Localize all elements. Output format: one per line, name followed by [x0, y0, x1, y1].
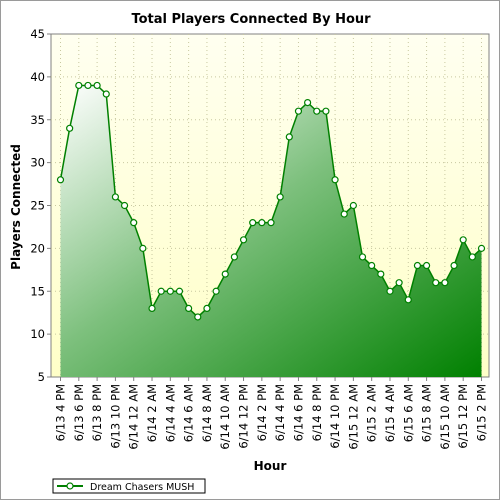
data-point	[230, 253, 238, 261]
x-tick-label: 6/13 4 PM	[54, 384, 68, 441]
x-tick-label: 6/15 6 AM	[401, 384, 415, 442]
x-axis-title: Hour	[254, 459, 287, 473]
x-tick-label: 6/14 10 AM	[218, 384, 232, 450]
data-point	[267, 219, 275, 227]
data-point	[84, 81, 92, 90]
data-point	[340, 210, 348, 218]
data-point	[386, 287, 394, 295]
y-tick-label: 30	[30, 156, 45, 170]
data-point	[358, 253, 367, 261]
data-point	[395, 279, 403, 287]
data-point	[194, 313, 202, 321]
data-point	[258, 219, 266, 227]
data-point	[404, 296, 412, 304]
data-point	[477, 244, 486, 252]
x-tick-label: 6/14 8 PM	[310, 384, 324, 441]
series-area	[60, 85, 482, 377]
x-tick-label: 6/14 6 PM	[291, 384, 305, 441]
x-tick-label: 6/15 8 AM	[420, 384, 434, 442]
y-tick-label: 20	[30, 241, 45, 255]
x-tick-label: 6/14 2 PM	[255, 384, 269, 441]
y-tick-label: 40	[30, 70, 45, 84]
x-tick-label: 6/15 12 AM	[346, 384, 360, 450]
data-point	[75, 81, 83, 90]
data-point	[368, 261, 376, 270]
data-point	[313, 107, 321, 115]
y-tick-label: 25	[30, 199, 45, 213]
data-point	[450, 261, 458, 270]
data-point	[66, 124, 74, 132]
data-point	[139, 244, 147, 252]
chart-title: Total Players Connected By Hour	[131, 12, 371, 27]
y-tick-label: 10	[30, 327, 45, 341]
x-tick-label: 6/14 2 AM	[145, 384, 159, 442]
data-point	[441, 279, 449, 287]
data-point	[185, 304, 193, 312]
x-tick-label: 6/14 12 AM	[127, 384, 141, 450]
x-tick-label: 6/14 4 PM	[273, 384, 287, 441]
data-point	[166, 287, 174, 295]
x-tick-label: 6/14 12 PM	[237, 384, 251, 449]
data-point	[304, 98, 312, 107]
data-point	[377, 270, 385, 278]
data-point	[459, 236, 467, 244]
data-point	[130, 219, 138, 227]
data-point	[111, 193, 120, 201]
y-tick-label: 45	[30, 27, 45, 41]
x-tick-label: 6/14 10 PM	[328, 384, 342, 449]
x-tick-label: 6/13 8 PM	[90, 384, 104, 441]
x-tick-label: 6/14 6 AM	[182, 384, 196, 442]
data-point	[322, 107, 330, 115]
data-point	[93, 81, 101, 90]
x-axis: 6/13 4 PM 6/13 6 PM 6/13 8 PM 6/13 10 PM 6/1…	[54, 377, 489, 450]
y-tick-label: 35	[30, 113, 45, 127]
x-tick-label: 6/15 10 AM	[438, 384, 452, 450]
x-tick-label: 6/13 6 PM	[72, 384, 86, 441]
y-axis-title: Players Connected	[9, 144, 23, 270]
data-point	[239, 236, 248, 244]
x-tick-label: 6/15 4 AM	[383, 384, 397, 442]
x-tick-label: 6/14 4 AM	[163, 384, 177, 442]
data-point	[157, 287, 165, 295]
x-tick-label: 6/15 2 PM	[475, 384, 489, 441]
data-point	[148, 304, 156, 312]
data-point	[413, 261, 422, 270]
data-point	[294, 107, 303, 115]
x-tick-label: 6/15 12 PM	[456, 384, 470, 449]
y-tick-label: 15	[30, 284, 45, 298]
data-point	[349, 201, 357, 210]
data-point	[102, 90, 110, 98]
data-point	[203, 304, 211, 312]
data-point	[276, 193, 284, 201]
legend-box	[52, 478, 206, 494]
data-point	[120, 201, 129, 210]
data-point	[331, 176, 339, 184]
data-point	[249, 219, 257, 227]
series-points	[56, 81, 486, 321]
x-tick-label: 6/15 2 AM	[365, 384, 379, 442]
x-tick-label: 6/13 10 PM	[108, 384, 122, 449]
data-point	[212, 287, 220, 295]
data-point	[422, 261, 431, 270]
x-tick-label: 6/14 8 AM	[200, 384, 214, 442]
y-axis: 5 10 15 20 25 30 35 40 45	[30, 27, 51, 384]
legend-swatch-marker	[66, 482, 74, 490]
data-point	[432, 279, 440, 287]
data-point	[285, 133, 293, 141]
legend-label: Dream Chasers MUSH	[90, 482, 194, 493]
data-point	[175, 287, 184, 295]
data-point	[468, 253, 476, 261]
data-point	[56, 176, 65, 184]
data-point	[221, 270, 229, 278]
y-tick-label: 5	[38, 370, 45, 384]
legend: Dream Chasers MUSH	[52, 478, 206, 494]
